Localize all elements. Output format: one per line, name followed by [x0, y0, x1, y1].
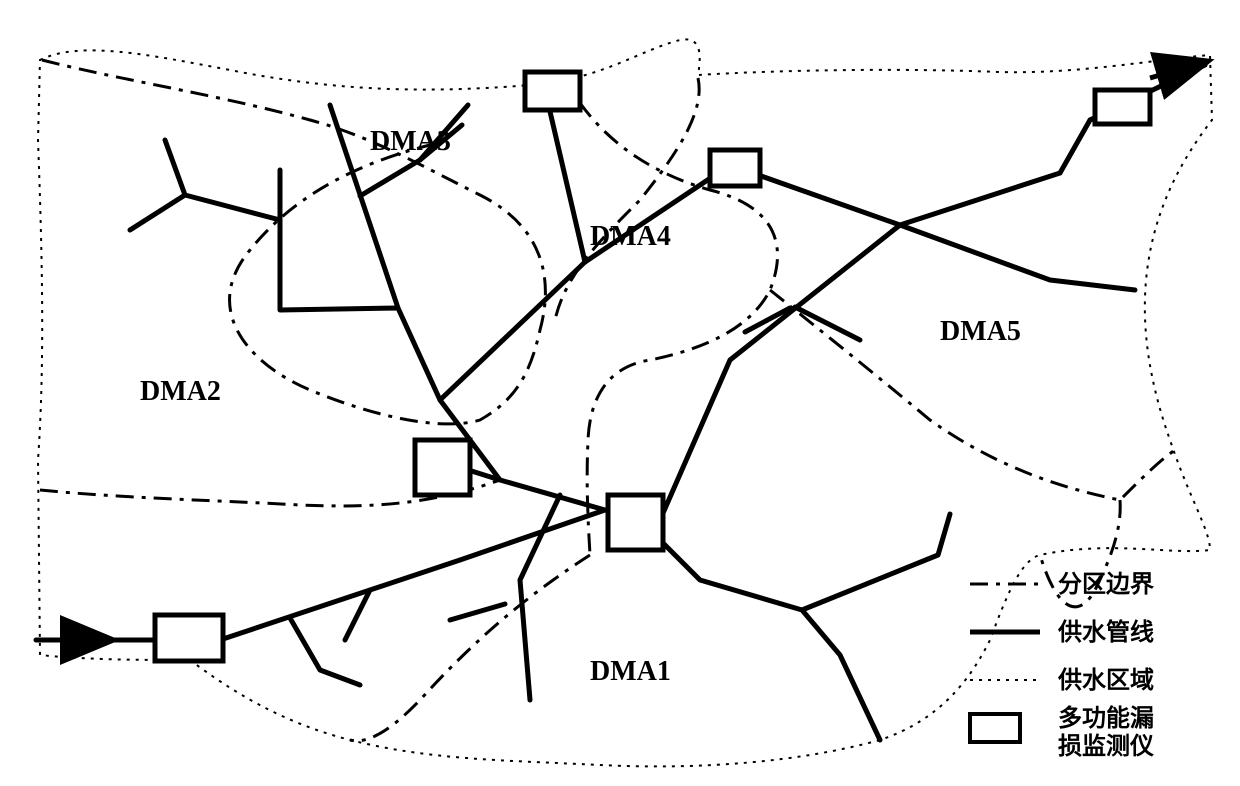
monitor-box: [710, 150, 760, 186]
zone-label: DMA2: [140, 376, 221, 407]
legend-swatch-monitor: [970, 714, 1020, 742]
pipeline: [360, 160, 420, 196]
legend-label: 多功能漏: [1058, 704, 1154, 732]
zone-label: DMA4: [590, 221, 671, 252]
zone-label: DMA5: [940, 316, 1021, 347]
legend-label: 供水区域: [1057, 667, 1154, 694]
pipeline: [440, 165, 730, 400]
pipeline: [450, 604, 505, 620]
pipeline: [802, 514, 950, 610]
monitor-box: [1095, 90, 1150, 124]
monitor-box: [525, 72, 580, 110]
legend-label: 供水管线: [1057, 618, 1154, 646]
monitor-box: [155, 615, 223, 661]
pipeline: [130, 195, 185, 230]
diagram-canvas: DMA1 DMA2 DMA3 DMA4 DMA5 分区边界供水管线供水区域多功能漏损监测仪: [0, 0, 1240, 786]
legend-label: 损监测仪: [1058, 733, 1155, 760]
pipeline: [900, 225, 1135, 290]
monitor-box: [608, 495, 663, 550]
pipeline: [640, 520, 880, 740]
pipeline: [220, 510, 605, 640]
monitor-box: [415, 440, 470, 495]
legend: 分区边界供水管线供水区域多功能漏损监测仪: [970, 571, 1155, 760]
zone-label: DMA3: [370, 126, 451, 157]
pipeline: [795, 307, 860, 340]
zone-boundary: [560, 70, 778, 555]
zone-label: DMA1: [590, 656, 671, 687]
pipeline: [165, 140, 280, 220]
pipeline: [545, 90, 585, 262]
pipeline: [280, 170, 500, 480]
legend-label: 分区边界: [1058, 571, 1154, 598]
